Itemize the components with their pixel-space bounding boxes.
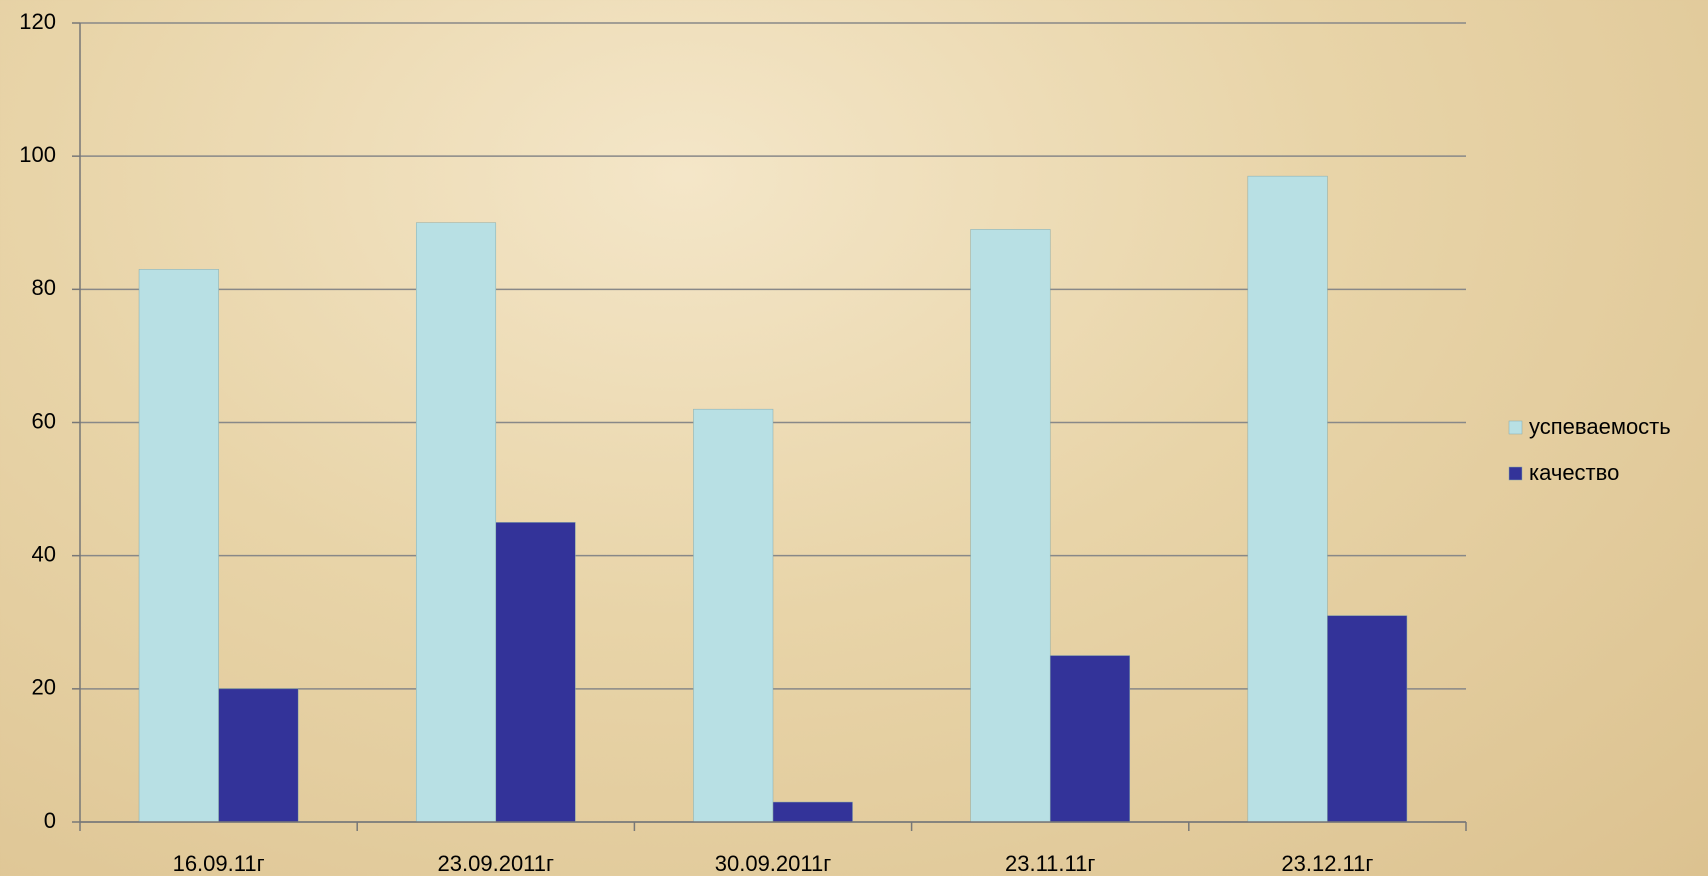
bar: [218, 688, 299, 823]
x-tick-label: 23.11.11г: [1005, 851, 1095, 876]
legend-swatch: [1508, 420, 1523, 435]
y-tick-label: 120: [19, 9, 56, 34]
bar: [1327, 615, 1408, 823]
bar: [772, 801, 853, 823]
y-tick-label: 100: [19, 142, 56, 167]
bar: [693, 408, 774, 823]
x-tick-label: 23.09.2011г: [438, 851, 555, 876]
y-tick-label: 80: [32, 275, 56, 300]
legend-label: успеваемость: [1529, 414, 1671, 439]
bar: [495, 522, 576, 823]
y-tick-label: 40: [32, 541, 56, 566]
bar: [1247, 175, 1328, 823]
legend-label: качество: [1529, 460, 1619, 485]
y-tick-label: 60: [32, 408, 56, 433]
bar: [1049, 655, 1131, 823]
bar: [970, 229, 1051, 823]
y-tick-label: 0: [44, 808, 56, 833]
x-tick-label: 16.09.11г: [173, 851, 265, 876]
legend-swatch: [1508, 466, 1523, 481]
bar: [415, 222, 497, 823]
x-tick-label: 30.09.2011г: [715, 851, 832, 876]
x-tick-label: 23.12.11г: [1281, 851, 1373, 876]
y-tick-label: 20: [32, 675, 56, 700]
bar: [138, 269, 219, 823]
